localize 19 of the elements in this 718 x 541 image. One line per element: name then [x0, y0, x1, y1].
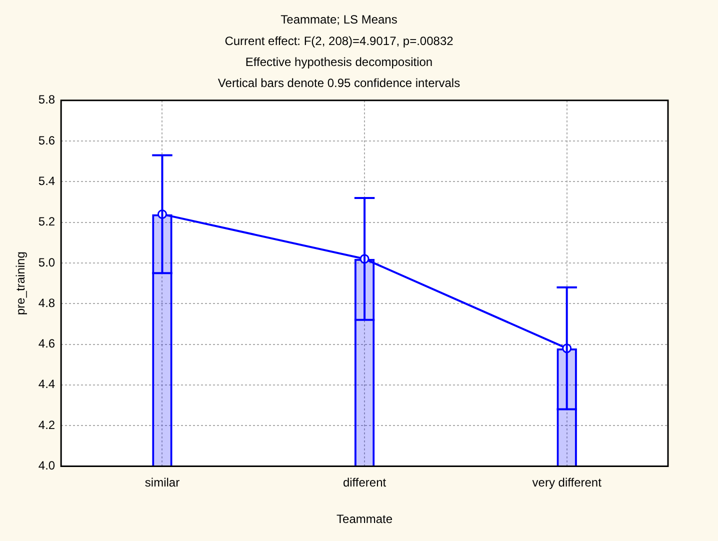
chart-subtitle: Current effect: F(2, 208)=4.9017, p=.00832	[224, 34, 454, 48]
y-tick-label: 4.6	[38, 336, 56, 351]
chart-title: Teammate; LS Means	[280, 12, 398, 27]
y-tick-label: 5.2	[38, 214, 56, 229]
x-axis-title: Teammate	[336, 512, 393, 526]
y-tick-label: 4.0	[38, 458, 56, 473]
text: Vertical bars denote 0.95 confidence intervals	[218, 76, 460, 90]
y-tick-label: 5.0	[38, 255, 56, 270]
y-tick-label: 4.8	[38, 296, 56, 310]
y-tick-label: 5.4	[38, 174, 56, 188]
y-tick-label: 5.8	[38, 92, 56, 107]
x-tick-label: different	[342, 476, 387, 490]
y-tick-label: 4.2	[38, 418, 56, 432]
x-tick-label: very different	[532, 476, 602, 490]
y-tick-label: 5.6	[38, 133, 56, 148]
y-axis-title: pre_training	[14, 252, 28, 315]
y-tick-label: 4.4	[38, 377, 56, 392]
x-tick-label: similar	[144, 476, 180, 490]
text: Effective hypothesis decomposition	[245, 55, 433, 70]
